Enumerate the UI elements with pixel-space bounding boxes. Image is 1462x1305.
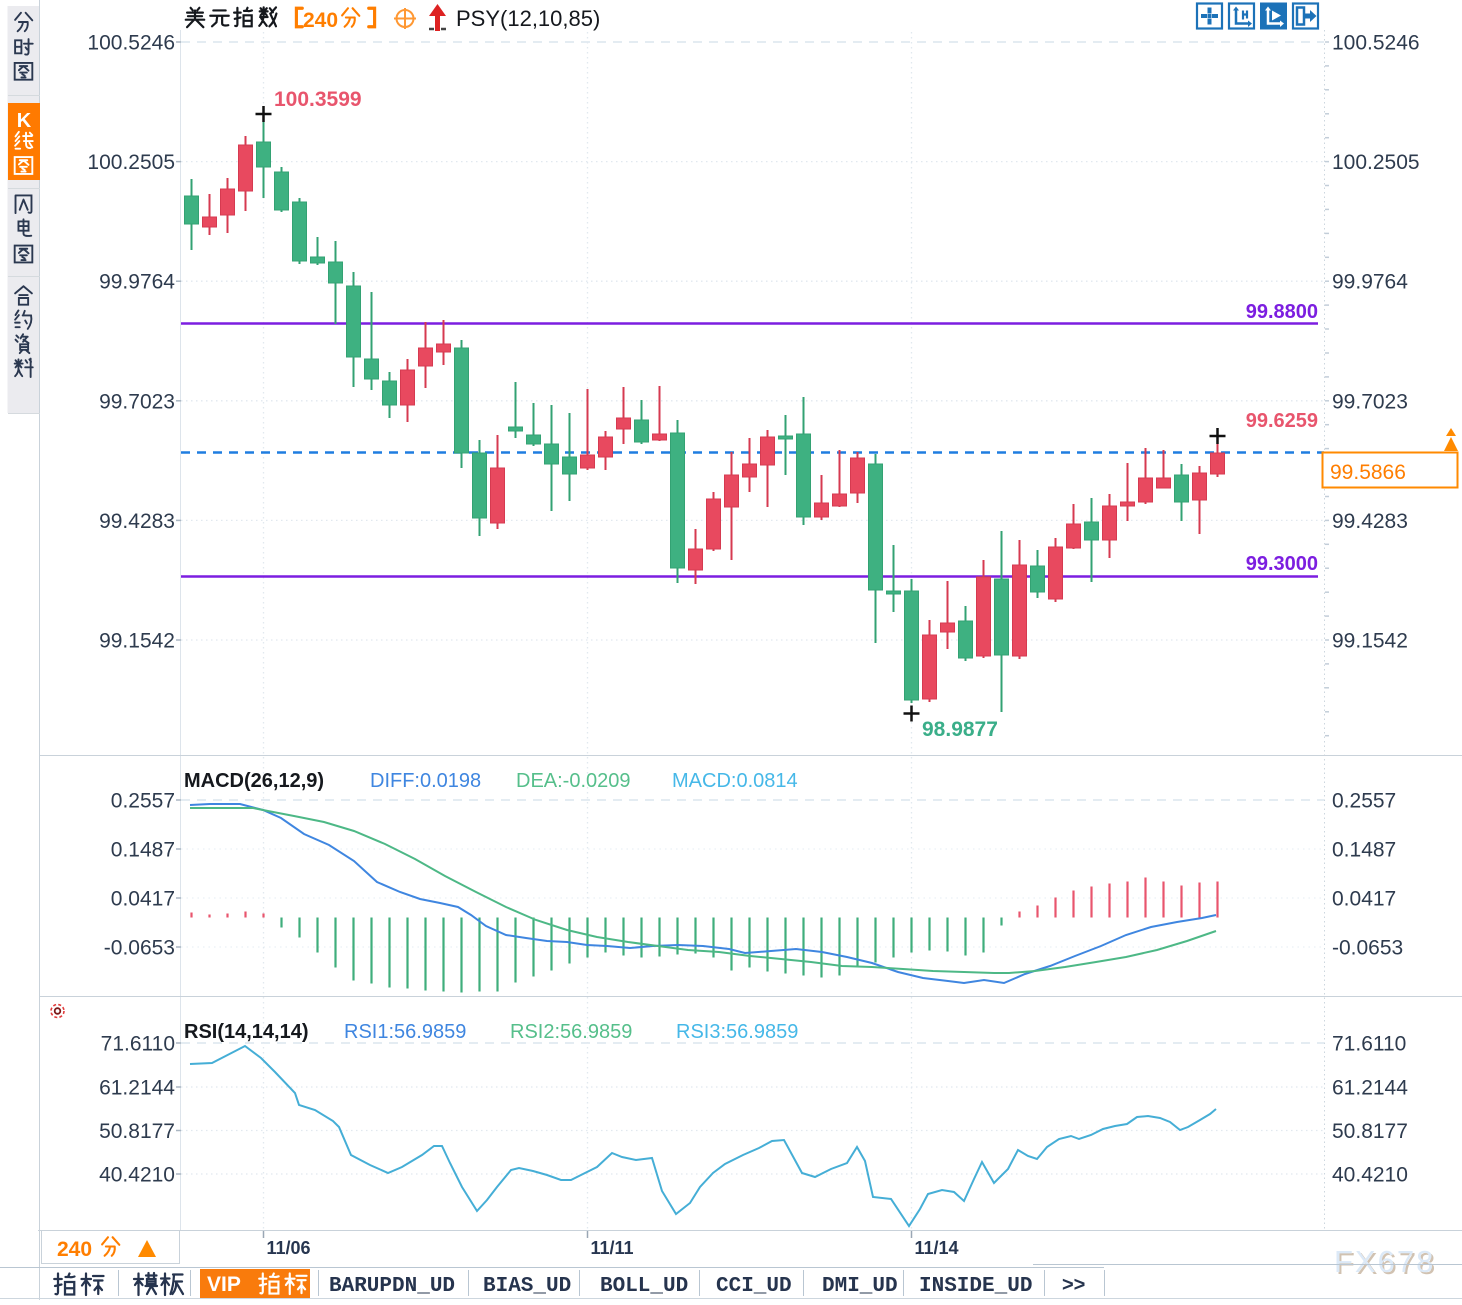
svg-text:100.2505: 100.2505 [1332, 151, 1420, 174]
svg-text:50.8177: 50.8177 [99, 1120, 175, 1143]
svg-text:CCI_UD: CCI_UD [716, 1275, 792, 1298]
svg-text:99.5866: 99.5866 [1330, 461, 1406, 484]
svg-text:61.2144: 61.2144 [99, 1077, 175, 1100]
svg-text:240: 240 [57, 1238, 92, 1261]
svg-text:99.6259: 99.6259 [1246, 410, 1318, 432]
svg-text:BIAS_UD: BIAS_UD [483, 1275, 571, 1298]
svg-text:11/14: 11/14 [915, 1238, 959, 1258]
svg-text:FX678: FX678 [1336, 1246, 1437, 1281]
svg-text:-0.0653: -0.0653 [1332, 937, 1403, 960]
svg-text:0.0417: 0.0417 [111, 888, 175, 911]
svg-text:99.4283: 99.4283 [99, 510, 175, 533]
svg-text:99.7023: 99.7023 [99, 390, 175, 413]
svg-text:-0.0653: -0.0653 [104, 937, 175, 960]
svg-text:99.1542: 99.1542 [1332, 630, 1408, 653]
svg-text:VIP: VIP [207, 1273, 241, 1296]
svg-text:0.0417: 0.0417 [1332, 888, 1396, 911]
svg-text:98.9877: 98.9877 [922, 718, 998, 741]
svg-text:PSY(12,10,85): PSY(12,10,85) [456, 6, 600, 31]
svg-text:RSI(14,14,14): RSI(14,14,14) [184, 1021, 309, 1043]
svg-text:99.1542: 99.1542 [99, 630, 175, 653]
svg-text:0.1487: 0.1487 [111, 839, 175, 862]
svg-text:FX678: FX678 [1334, 1244, 1435, 1279]
svg-text:>>: >> [1062, 1274, 1085, 1296]
svg-text:MACD(26,12,9): MACD(26,12,9) [184, 770, 324, 792]
svg-text:RSI1:56.9859: RSI1:56.9859 [344, 1021, 466, 1043]
svg-text:99.9764: 99.9764 [99, 271, 175, 294]
svg-text:99.9764: 99.9764 [1332, 271, 1408, 294]
svg-text:K: K [17, 110, 32, 132]
svg-text:BARUPDN_UD: BARUPDN_UD [329, 1275, 455, 1298]
svg-text:100.5246: 100.5246 [1332, 32, 1420, 55]
svg-text:100.2505: 100.2505 [87, 151, 175, 174]
svg-text:99.8800: 99.8800 [1246, 301, 1318, 323]
svg-text:11/11: 11/11 [591, 1238, 634, 1258]
svg-text:40.4210: 40.4210 [1332, 1164, 1408, 1187]
svg-text:99.4283: 99.4283 [1332, 510, 1408, 533]
svg-text:71.6110: 71.6110 [101, 1033, 175, 1056]
svg-text:BOLL_UD: BOLL_UD [600, 1275, 688, 1298]
svg-text:DMI_UD: DMI_UD [822, 1275, 898, 1298]
svg-text:100.5246: 100.5246 [87, 32, 175, 55]
svg-text:50.8177: 50.8177 [1332, 1120, 1408, 1143]
svg-text:INSIDE_UD: INSIDE_UD [919, 1275, 1032, 1298]
svg-text:RSI3:56.9859: RSI3:56.9859 [676, 1021, 798, 1043]
svg-text:0.2557: 0.2557 [1332, 790, 1396, 813]
svg-text:DEA:-0.0209: DEA:-0.0209 [516, 770, 631, 792]
svg-text:99.7023: 99.7023 [1332, 390, 1408, 413]
svg-text:DIFF:0.0198: DIFF:0.0198 [370, 770, 481, 792]
svg-text:11/06: 11/06 [267, 1238, 311, 1258]
svg-text:100.3599: 100.3599 [274, 88, 362, 111]
svg-text:MACD:0.0814: MACD:0.0814 [672, 770, 798, 792]
svg-text:71.6110: 71.6110 [1332, 1033, 1406, 1056]
svg-text:240: 240 [303, 9, 338, 32]
svg-text:61.2144: 61.2144 [1332, 1077, 1408, 1100]
svg-text:40.4210: 40.4210 [99, 1164, 175, 1187]
svg-text:99.3000: 99.3000 [1246, 553, 1318, 575]
svg-text:RSI2:56.9859: RSI2:56.9859 [510, 1021, 632, 1043]
svg-text:0.2557: 0.2557 [111, 790, 175, 813]
svg-text:0.1487: 0.1487 [1332, 839, 1396, 862]
